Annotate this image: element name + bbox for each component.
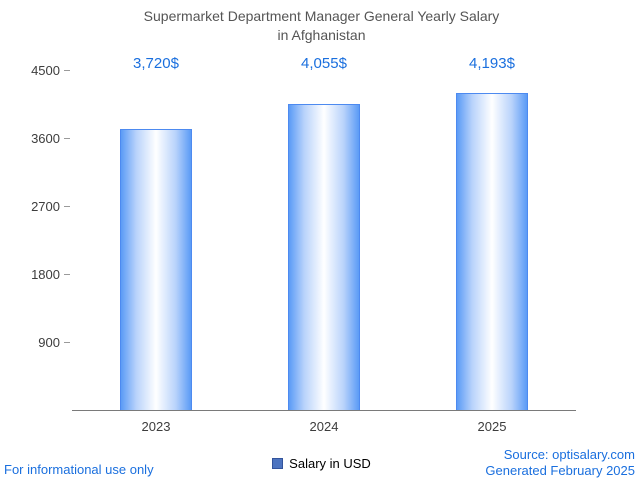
footer-right: Source: optisalary.com Generated Februar… (485, 447, 635, 479)
bar-value-labels: 3,720$ 4,055$ 4,193$ (72, 55, 576, 73)
y-axis: 4500 3600 2700 1800 900 (0, 0, 72, 483)
y-tick-mark (64, 274, 70, 275)
bar-value-label-2023: 3,720$ (133, 55, 179, 72)
x-tick-label-2025: 2025 (477, 419, 507, 434)
y-tick-mark (64, 342, 70, 343)
y-tick-label-900: 900 (38, 335, 60, 350)
chart-title-line1: Supermarket Department Manager General Y… (143, 8, 500, 24)
legend[interactable]: Salary in USD (0, 456, 643, 471)
generated-date: Generated February 2025 (485, 463, 635, 478)
bar-2023[interactable] (120, 128, 192, 410)
x-axis-labels: 2023 2024 2025 (72, 419, 576, 434)
y-tick-label-2700: 2700 (31, 199, 60, 214)
y-tick-label-3600: 3600 (31, 131, 60, 146)
plot-area (72, 70, 576, 411)
legend-swatch-icon (272, 458, 284, 469)
y-tick-label-1800: 1800 (31, 267, 60, 282)
y-tick-mark (64, 206, 70, 207)
x-tick-label-2024: 2024 (309, 419, 339, 434)
bar-value-label-2024: 4,055$ (301, 55, 347, 72)
source-link[interactable]: Source: optisalary.com (503, 447, 635, 462)
chart-title: Supermarket Department Manager General Y… (0, 7, 643, 45)
bar-2025[interactable] (456, 93, 528, 410)
legend-label: Salary in USD (289, 456, 371, 471)
bar-value-label-2025: 4,193$ (469, 55, 515, 72)
disclaimer-text: For informational use only (4, 462, 154, 477)
chart-title-line2: in Afghanistan (277, 27, 366, 43)
y-tick-mark (64, 70, 70, 71)
x-tick-label-2023: 2023 (141, 419, 171, 434)
y-tick-label-4500: 4500 (31, 63, 60, 78)
y-tick-mark (64, 138, 70, 139)
bar-2024[interactable] (288, 103, 360, 410)
